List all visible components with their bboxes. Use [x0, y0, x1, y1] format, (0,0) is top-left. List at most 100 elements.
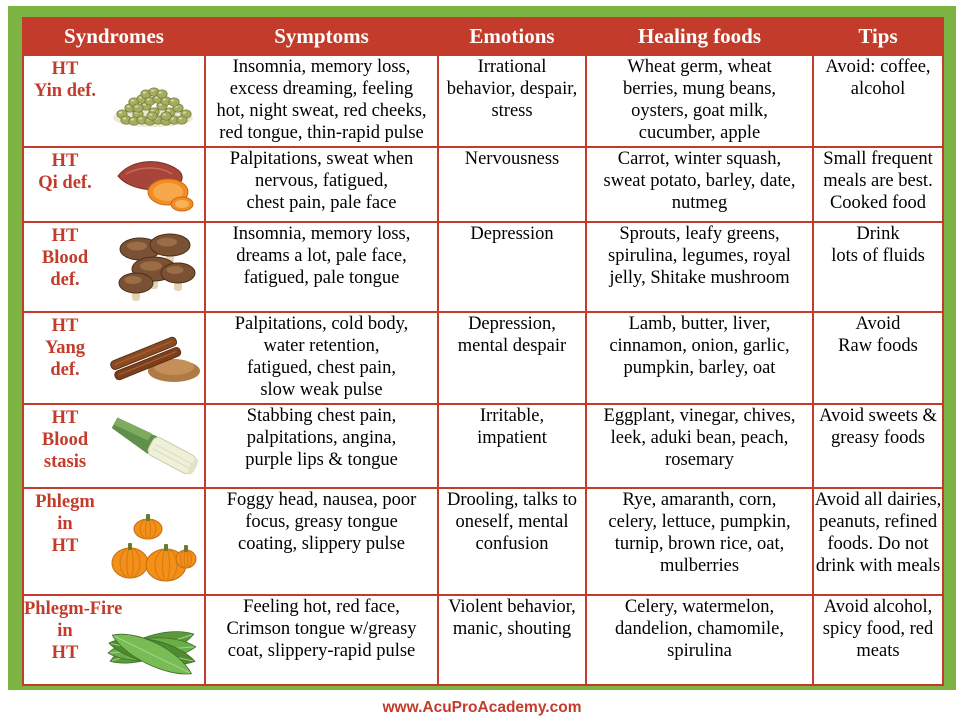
healing-foods-cell: Sprouts, leafy greens, spirulina, legumes… [585, 221, 814, 313]
healing-foods-line: spirulina [667, 641, 732, 661]
emotions-line: Irrational [477, 57, 547, 77]
tips-cell: Avoid: coffee, alcohol [812, 54, 944, 148]
healing-foods-line: spirulina, legumes, royal [608, 246, 791, 266]
symptoms-line: Palpitations, cold body, [234, 314, 409, 334]
emotions-cell: Violent behavior, manic, shouting [437, 594, 587, 686]
tips-cell: Avoid sweets & greasy foods [812, 403, 944, 489]
syndrome-label: HT Yin def. [24, 58, 106, 102]
healing-foods-line: cucumber, apple [638, 123, 761, 143]
cinnamon-icon [104, 327, 202, 387]
tips-cell: Avoid all dairies, peanuts, refined foods.… [812, 487, 944, 596]
symptoms-line: purple lips & tongue [245, 450, 398, 470]
tips-line: meats [856, 641, 900, 661]
healing-foods-line: pumpkin, barley, oat [623, 358, 776, 378]
syndrome-label-line: HT [51, 408, 79, 428]
emotions-line: confusion [475, 534, 549, 554]
syndrome-cell: HT Qi def. [22, 146, 206, 223]
symptoms-line: slow weak pulse [260, 380, 383, 400]
syndrome-label-line: Phlegm [35, 492, 95, 512]
sweet-potato-icon [112, 154, 198, 214]
table-row: HT Yang def. Palpitations, cold body, water … [22, 311, 944, 405]
healing-foods-line: jelly, Shitake mushroom [609, 268, 790, 288]
emotions-line: Nervousness [464, 149, 560, 169]
emotions-line: Drooling, talks to [446, 490, 577, 510]
healing-foods-line: Rye, amaranth, corn, [622, 490, 777, 510]
healing-foods-line: oysters, goat milk, [631, 101, 768, 121]
tips-line: drink with meals [815, 556, 941, 576]
emotions-cell: Irritable, impatient [437, 403, 587, 489]
healing-foods-line: cinnamon, onion, garlic, [609, 336, 790, 356]
header-emotions: Emotions [437, 17, 587, 56]
symptoms-line: coat, slippery-rapid pulse [227, 641, 416, 661]
tips-line: Avoid sweets & [819, 406, 937, 426]
tips-cell: Avoid alcohol, spicy food, red meats [812, 594, 944, 686]
table-row: Phlegm in HT Foggy head, nausea, poor focus,… [22, 487, 944, 596]
healing-foods-cell: Eggplant, vinegar, chives, leek, aduki be… [585, 403, 814, 489]
healing-foods-line: turnip, brown rice, oat, [614, 534, 785, 554]
healing-foods-cell: Carrot, winter squash, sweat potato, barl… [585, 146, 814, 223]
syndrome-label-line: HT [51, 59, 79, 79]
symptoms-line: Foggy head, nausea, poor [226, 490, 417, 510]
emotions-line: Irritable, [479, 406, 545, 426]
healing-foods-line: Carrot, winter squash, [617, 149, 782, 169]
syndrome-cell: HT Blood stasis [22, 403, 206, 489]
symptoms-line: fatigued, chest pain, [247, 358, 396, 378]
footer-url[interactable]: www.AcuProAcademy.com [382, 699, 582, 716]
mung-beans-icon [108, 74, 198, 130]
symptoms-line: dreams a lot, pale face, [236, 246, 407, 266]
healing-foods-line: dandelion, chamomile, [614, 619, 785, 639]
symptoms-line: palpitations, angina, [246, 428, 397, 448]
header-tips: Tips [812, 17, 944, 56]
table-row: Phlegm-Fire in HT Feeling hot, red face, Cri… [22, 594, 944, 686]
syndrome-cell: HT Yin def. [22, 54, 206, 148]
symptoms-line: coating, slippery pulse [238, 534, 405, 554]
emotions-line: mental despair [457, 336, 567, 356]
tips-line: lots of fluids [831, 246, 925, 266]
healing-foods-cell: Celery, watermelon, dandelion, chamomile,… [585, 594, 814, 686]
symptoms-line: Crimson tongue w/greasy [226, 619, 417, 639]
header-syndromes: Syndromes [22, 17, 206, 56]
symptoms-line: Feeling hot, red face, [243, 597, 400, 617]
healing-foods-line: sweat potato, barley, date, [603, 171, 796, 191]
tips-line: Avoid alcohol, [823, 597, 933, 617]
pumpkins-icon [108, 507, 198, 589]
emotions-line: oneself, mental [455, 512, 569, 532]
healing-foods-line: Eggplant, vinegar, chives, [603, 406, 796, 426]
symptoms-cell: Insomnia, memory loss, dreams a lot, pale… [204, 221, 439, 313]
syndrome-label-line: HT [51, 536, 79, 556]
syndrome-label-line: def. [50, 360, 80, 380]
healing-foods-cell: Wheat germ, wheat berries, mung beans, oys… [585, 54, 814, 148]
tips-line: Avoid [855, 314, 901, 334]
syndrome-cell: HT Yang def. [22, 311, 206, 405]
healing-foods-line: Lamb, butter, liver, [628, 314, 771, 334]
shiitake-mushrooms-icon [116, 229, 198, 303]
tips-line: Raw foods [838, 336, 918, 356]
symptoms-line: excess dreaming, feeling [229, 79, 414, 99]
symptoms-line: Palpitations, sweat when [229, 149, 414, 169]
dandelion-leaves-icon [104, 610, 198, 676]
tips-line: Drink [856, 224, 900, 244]
emotions-cell: Nervousness [437, 146, 587, 223]
healing-foods-line: nutmeg [671, 193, 728, 213]
healing-foods-line: rosemary [665, 450, 734, 470]
syndrome-label: HT Blood stasis [24, 407, 106, 473]
syndrome-cell: Phlegm-Fire in HT [22, 594, 206, 686]
symptoms-cell: Palpitations, sweat when nervous, fatigue… [204, 146, 439, 223]
symptoms-line: Insomnia, memory loss, [232, 57, 411, 77]
syndrome-label: HT Qi def. [24, 150, 106, 194]
syndrome-label-line: HT [51, 151, 79, 171]
emotions-line: impatient [477, 428, 547, 448]
healing-foods-line: leek, aduki bean, peach, [610, 428, 789, 448]
tips-cell: Small frequent meals are best. Cooked food [812, 146, 944, 223]
emotions-line: behavior, despair, [446, 79, 578, 99]
table-row: HT Qi def. Palpitations, sweat when nervous… [22, 146, 944, 223]
symptoms-line: Stabbing chest pain, [246, 406, 397, 426]
symptoms-line: water retention, [263, 336, 380, 356]
table-frame: Syndromes Symptoms Emotions Healing food… [8, 6, 956, 690]
table-row: HT Blood def. Insomnia, memory loss, dreams … [22, 221, 944, 313]
tips-line: alcohol [850, 79, 906, 99]
syndrome-label-line: stasis [43, 452, 87, 472]
syndrome-label-line: def. [50, 270, 80, 290]
syndrome-label-line: Yin def. [33, 81, 96, 101]
healing-foods-cell: Lamb, butter, liver, cinnamon, onion, gar… [585, 311, 814, 405]
